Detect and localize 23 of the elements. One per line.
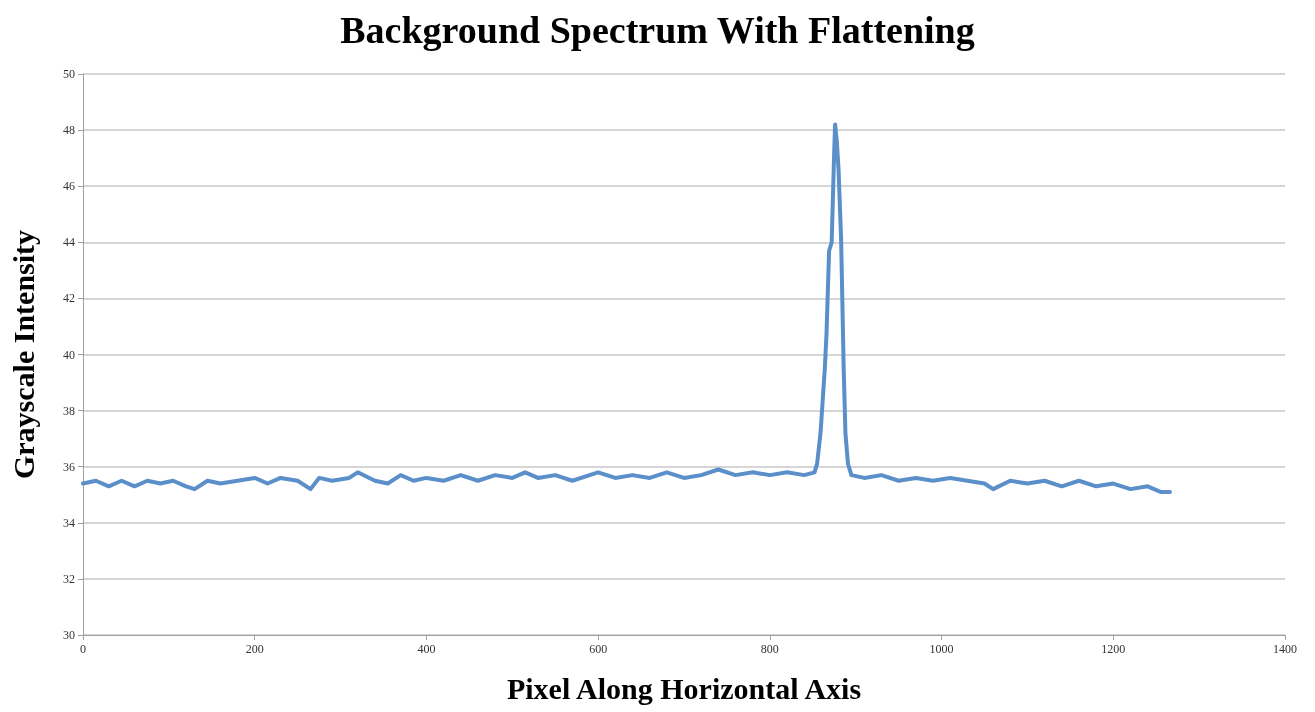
y-tick-label: 32 [63, 571, 75, 586]
y-tick-label: 48 [63, 123, 75, 138]
x-tick-label: 0 [80, 642, 86, 656]
y-tick-label: 42 [63, 291, 75, 306]
y-tick-label: 40 [63, 347, 75, 362]
x-tick-label: 400 [417, 642, 436, 656]
x-tick-label: 1400 [1273, 642, 1297, 656]
x-tick-label: 200 [245, 642, 264, 656]
y-tick-label: 50 [63, 67, 75, 81]
chart-title: Background Spectrum With Flattening [340, 9, 975, 51]
y-tick-label: 34 [63, 515, 75, 530]
x-tick-label: 1000 [929, 642, 954, 656]
y-tick-label: 30 [63, 628, 75, 642]
x-tick-label: 1200 [1101, 642, 1126, 656]
y-axis-title: Grayscale Intensity [6, 229, 40, 480]
y-tick-label: 36 [63, 459, 75, 474]
y-tick-label: 44 [63, 235, 75, 250]
y-tick-label: 38 [63, 403, 75, 418]
y-tick-label: 46 [63, 179, 75, 194]
line-series [81, 122, 1172, 494]
x-axis-title: Pixel Along Horizontal Axis [506, 671, 862, 705]
x-tick-label: 800 [760, 642, 779, 656]
x-tick-label: 600 [589, 642, 608, 656]
